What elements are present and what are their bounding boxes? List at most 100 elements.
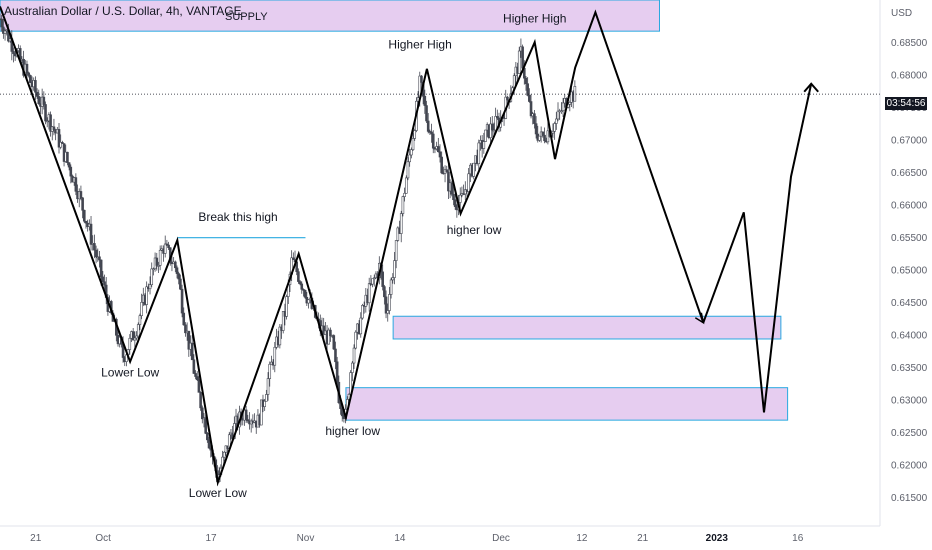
candle [281,311,285,331]
y-tick-label: 0.64500 [891,298,928,309]
candle [66,151,69,163]
candle [496,116,499,119]
candle [140,302,143,316]
y-tick-label: 0.62500 [891,428,928,439]
candle [37,96,41,104]
candle [445,169,449,173]
x-tick-label: Nov [297,533,315,544]
candle [556,110,560,120]
candle [399,213,403,234]
candle [490,123,494,131]
candle [67,162,71,168]
candle [524,77,528,84]
candle [541,131,545,136]
y-tick-label: 0.61500 [891,493,928,504]
candle [190,342,194,361]
candle [381,271,384,287]
candle [367,283,371,304]
candle [200,407,204,420]
candle [61,142,64,144]
x-tick-label: 21 [637,533,649,544]
candle [528,94,531,102]
annotation-label: Higher High [503,12,566,26]
candle [322,325,325,335]
candle [431,133,435,149]
annotation-label: higher low [447,223,502,237]
candle [278,326,282,346]
candle [372,277,376,280]
candle [265,394,268,402]
candle [329,329,332,337]
candle [59,142,62,148]
countdown-badge: 03:54:56 [885,97,927,110]
y-tick-label: 0.62000 [891,460,928,471]
candle [194,373,197,377]
candle [79,191,83,199]
candle [359,317,363,335]
candle [263,400,266,407]
candle [413,130,417,139]
candle [386,310,390,314]
candle [244,409,248,420]
arrow-head [803,82,819,93]
y-tick-label: 0.68000 [891,71,928,82]
candle [458,194,462,203]
candle [533,113,536,124]
candle [69,166,73,177]
candle [332,335,336,350]
candle [49,114,52,132]
x-tick-label: 14 [394,533,406,544]
candle [158,249,162,266]
x-tick-label: 16 [792,533,804,544]
candle [182,312,186,326]
candle [551,131,555,134]
candle [101,276,105,283]
candle [394,240,398,261]
candle [155,257,159,266]
candle [447,171,450,192]
candle [389,279,393,295]
candle [138,315,142,325]
candle [408,154,411,163]
candle [438,151,442,158]
candle [489,123,492,139]
candle [192,359,196,374]
candle [453,199,457,207]
y-tick-label: 0.65500 [891,233,928,244]
candle [89,223,93,245]
candle [25,63,29,74]
chart-title: Australian Dollar / U.S. Dollar, 4h, VAN… [4,4,242,18]
candle [57,129,61,148]
candle [404,177,408,194]
candle [484,129,487,142]
candle [99,259,103,278]
candle [303,289,307,298]
candle [529,101,533,117]
candle [0,18,3,28]
candle [12,51,15,54]
candle [411,138,415,151]
candle [3,30,7,34]
annotation-label: higher low [325,424,380,438]
projection-path [702,83,813,413]
candle [246,419,250,422]
candle [298,281,302,285]
y-tick-label: 0.67000 [891,136,928,147]
candle [103,281,106,286]
candle [450,182,454,195]
candle [163,243,167,254]
candle [222,451,226,458]
y-tick-label: 0.66000 [891,201,928,212]
candle [440,156,443,174]
candle [179,278,182,290]
candle [145,286,148,305]
candle [2,26,5,34]
candle [517,50,521,74]
candle [430,131,433,135]
candle [492,129,496,132]
candle [351,362,354,373]
candle [180,288,184,314]
candle [27,72,30,76]
candle [307,299,310,304]
demand-zone [345,387,789,421]
